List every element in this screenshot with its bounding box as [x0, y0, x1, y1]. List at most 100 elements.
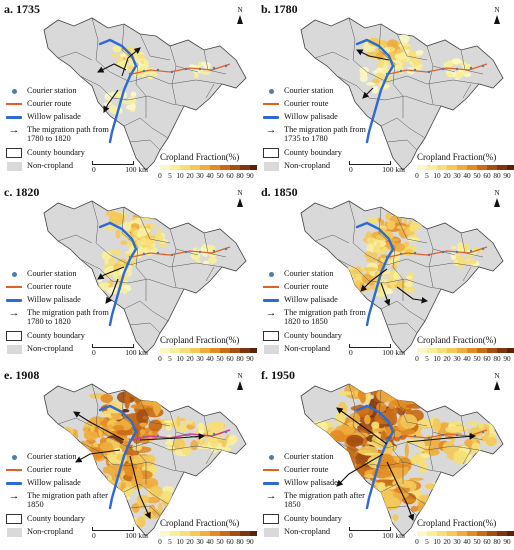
cropland-patch	[410, 454, 424, 465]
cropland-patch	[467, 421, 479, 426]
courier-station	[441, 67, 445, 71]
scale-zero: 0	[349, 348, 353, 357]
legend-swatch	[11, 454, 17, 460]
colorbar-swatch	[210, 531, 220, 536]
county-boundary	[366, 254, 480, 268]
map-legend: Courier station Courier route Willow palis…	[4, 452, 122, 540]
panel-title: b. 1780	[261, 2, 298, 16]
legend-label: Courier station	[284, 452, 334, 461]
scale-zero: 0	[349, 165, 353, 174]
cropland-patch	[389, 238, 400, 242]
colorbar-tick-label: 10	[176, 171, 184, 180]
cropland-patch	[147, 74, 154, 80]
colorbar-tick-label: 30	[196, 171, 204, 180]
legend-swatch	[268, 271, 274, 277]
scale-distance: 100 km	[125, 165, 148, 174]
legend-swatch	[6, 103, 22, 105]
colorbar-tick-label: 90	[503, 171, 511, 180]
legend-item: → The migration path after 1850	[261, 491, 379, 511]
courier-station	[128, 438, 132, 442]
cropland-patch	[126, 46, 133, 51]
legend-label: Willow palisade	[284, 478, 338, 487]
cropland-patch	[394, 53, 405, 60]
colorbar-swatch	[210, 348, 220, 353]
county-boundary	[123, 483, 169, 505]
cropland-patch	[113, 262, 122, 272]
colorbar-swatch	[457, 165, 467, 170]
colorbar-tick-label: 20	[186, 537, 194, 546]
colorbar-tick-label: 10	[433, 354, 441, 363]
cropland-patch	[131, 503, 138, 510]
region-map	[300, 17, 504, 171]
colorbar-swatch	[477, 165, 487, 170]
colorbar-swatch	[190, 531, 200, 536]
cropland-patch	[228, 434, 238, 444]
map-panel: e. 1908 N Courier station Courier route Wil…	[0, 366, 257, 549]
cropland-patch	[136, 494, 150, 504]
panel-title: d. 1850	[261, 185, 298, 199]
migration-arrow	[386, 461, 415, 522]
cropland-patch	[163, 501, 179, 507]
courier-station	[469, 66, 473, 70]
cropland-patch	[453, 450, 468, 459]
legend-item: Non-cropland	[261, 344, 379, 354]
colorbar-tick-label: 40	[463, 537, 471, 546]
colorbar-tick-label: 30	[453, 537, 461, 546]
north-label: N	[494, 6, 500, 14]
cropland-patch	[398, 62, 403, 67]
colorbar-swatch	[230, 348, 240, 353]
county-boundary	[396, 33, 428, 61]
cropland-patch	[108, 257, 116, 264]
county-boundary	[392, 429, 404, 484]
legend-label: Courier route	[27, 99, 72, 108]
scale-line	[349, 161, 391, 165]
legend-label: Non-cropland	[284, 527, 331, 536]
county-boundary	[139, 33, 171, 61]
cropland-patch	[142, 415, 149, 420]
cropland-patch	[346, 434, 364, 447]
county-boundary	[348, 17, 368, 73]
north-arrow-glyph	[237, 381, 243, 390]
legend-label: Non-cropland	[27, 527, 74, 536]
legend-symbol	[261, 514, 281, 524]
colorbar-tick-label: 5	[425, 171, 429, 180]
county-boundary	[396, 399, 428, 427]
county-boundary	[428, 248, 434, 288]
cropland-patch	[116, 428, 133, 436]
legend-symbol	[261, 452, 281, 462]
cropland-patch	[426, 396, 438, 406]
cropland-patch	[176, 415, 181, 427]
cropland-patch	[388, 401, 396, 410]
colorbar-labels: 0 5 10 20 30 40 50 60 80 90	[412, 537, 512, 546]
colorbar-swatch	[170, 348, 180, 353]
map-panel: a. 1735 N Courier station Courier route Wil…	[0, 0, 257, 183]
county-boundary	[366, 71, 480, 85]
county-boundary	[123, 117, 169, 139]
north-label: N	[494, 372, 500, 380]
cropland-patch	[136, 409, 149, 424]
cropland-patch	[338, 391, 354, 396]
cropland-patch	[158, 244, 167, 248]
legend-swatch: →	[8, 490, 20, 502]
legend-label: The migration path from 1735 to 1780	[284, 125, 366, 143]
colorbar-tick-label: 60	[483, 171, 491, 180]
courier-station	[224, 64, 228, 68]
colorbar-tick-label: 80	[236, 537, 244, 546]
cropland-patch	[425, 483, 437, 490]
cropland-patch	[365, 389, 371, 405]
scale-line	[92, 527, 134, 531]
cropland-patch	[371, 85, 379, 94]
legend-label: The migration path after 1850	[284, 491, 365, 509]
legend-symbol	[261, 331, 281, 341]
cropland-patch	[316, 437, 324, 443]
north-arrow-glyph	[237, 198, 243, 207]
cropland-patch	[130, 102, 136, 111]
north-arrow-icon: N	[491, 372, 503, 390]
legend-swatch	[11, 88, 17, 94]
courier-station	[385, 438, 389, 442]
colorbar-swatch	[210, 165, 220, 170]
legend-swatch	[263, 161, 279, 171]
cropland-patch	[122, 487, 134, 498]
county-boundary	[171, 65, 177, 105]
courier-station	[184, 67, 188, 71]
